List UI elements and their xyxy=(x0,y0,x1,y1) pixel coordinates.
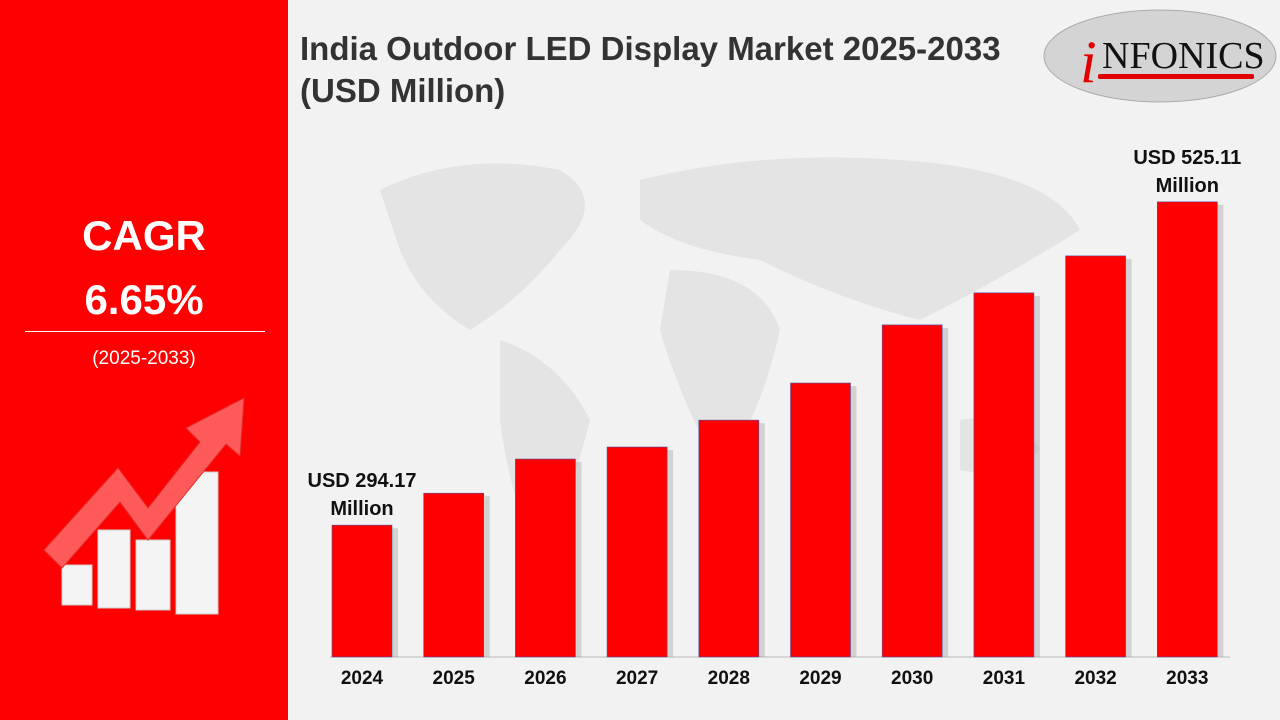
cagr-period: (2025-2033) xyxy=(92,348,196,369)
chart-title: India Outdoor LED Display Market 2025-20… xyxy=(300,30,1001,109)
x-tick-label: 2024 xyxy=(341,668,384,689)
x-tick-label: 2026 xyxy=(524,668,566,689)
divider xyxy=(25,331,265,332)
growth-arrow-bar-chart-icon xyxy=(43,397,245,615)
svg-text:i: i xyxy=(1080,29,1097,95)
svg-text:NFONICS: NFONICS xyxy=(1102,35,1265,77)
x-tick-label: 2033 xyxy=(1166,668,1208,689)
cagr-value: 6.65% xyxy=(84,276,204,323)
x-tick-label: 2025 xyxy=(433,668,476,689)
data-label: USD 294.17 xyxy=(308,470,417,492)
bar-2027 xyxy=(606,446,668,658)
data-label: Million xyxy=(1156,175,1219,197)
bar-2029 xyxy=(790,382,851,658)
bar-2032 xyxy=(1065,255,1126,658)
x-tick-label: 2030 xyxy=(891,668,933,689)
data-label: USD 525.11 xyxy=(1133,147,1241,169)
bar-2025 xyxy=(423,492,485,658)
bar-2026 xyxy=(515,458,576,658)
x-tick-label: 2028 xyxy=(708,668,750,689)
x-tick-label: 2027 xyxy=(616,668,658,689)
data-label: Million xyxy=(330,498,393,520)
x-tick-label: 2032 xyxy=(1074,668,1116,689)
bar-2030 xyxy=(881,324,943,658)
bar-2024 xyxy=(331,524,393,658)
x-tick-label: 2029 xyxy=(799,668,841,689)
x-tick-label: 2031 xyxy=(983,668,1026,689)
infonics-logo: i NFONICS xyxy=(1043,9,1277,103)
cagr-label: CAGR xyxy=(82,212,206,259)
bar-2033 xyxy=(1157,201,1218,658)
bar-2031 xyxy=(973,292,1035,658)
cagr-panel: CAGR 6.65% (2025-2033) xyxy=(0,0,288,720)
bar-2028 xyxy=(698,419,760,658)
